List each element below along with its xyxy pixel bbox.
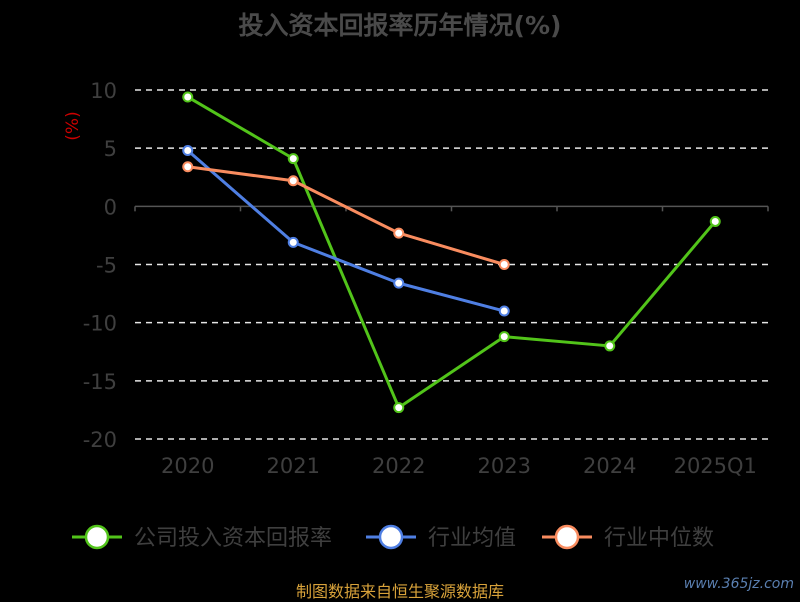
data-point — [393, 277, 405, 289]
series-line — [186, 95, 717, 410]
watermark: www.365jz.com — [683, 576, 794, 592]
x-tick-label: 2024 — [583, 454, 636, 478]
legend-marker — [84, 524, 110, 550]
legend-label: 行业中位数 — [604, 526, 714, 551]
data-point — [604, 340, 616, 352]
y-tick-label: -20 — [83, 428, 117, 452]
x-tick-label: 2021 — [267, 454, 320, 478]
y-tick-label: 0 — [104, 195, 117, 219]
data-point — [498, 259, 510, 270]
y-axis-label: (%) — [63, 111, 83, 140]
x-tick-label: 2023 — [478, 454, 531, 478]
data-point — [182, 91, 194, 103]
data-point — [498, 305, 510, 317]
legend-label: 公司投入资本回报率 — [134, 526, 332, 551]
legend-marker — [378, 524, 404, 550]
x-tick-label: 2022 — [372, 454, 425, 478]
data-point — [287, 236, 299, 248]
data-point — [287, 175, 299, 187]
y-tick-label: -5 — [96, 254, 117, 278]
data-point — [182, 144, 194, 156]
x-tick-label: 2020 — [161, 454, 214, 478]
data-point — [287, 153, 299, 165]
data-point — [393, 227, 405, 239]
y-tick-label: 10 — [90, 79, 117, 103]
series-line — [186, 149, 505, 313]
data-point — [393, 402, 405, 414]
data-point — [498, 331, 510, 343]
y-tick-label: -10 — [83, 312, 117, 336]
legend-label: 行业均值 — [428, 526, 516, 551]
y-tick-label: 5 — [104, 137, 117, 161]
legend-marker — [554, 524, 580, 550]
x-tick-label: 2025Q1 — [674, 454, 757, 478]
series-line — [187, 165, 505, 266]
data-source-note: 制图数据来自恒生聚源数据库 — [295, 582, 504, 601]
chart-title: 投入资本回报率历年情况(%) — [238, 11, 562, 40]
y-tick-label: -15 — [83, 370, 117, 394]
data-point — [709, 215, 721, 227]
data-point — [182, 161, 194, 173]
